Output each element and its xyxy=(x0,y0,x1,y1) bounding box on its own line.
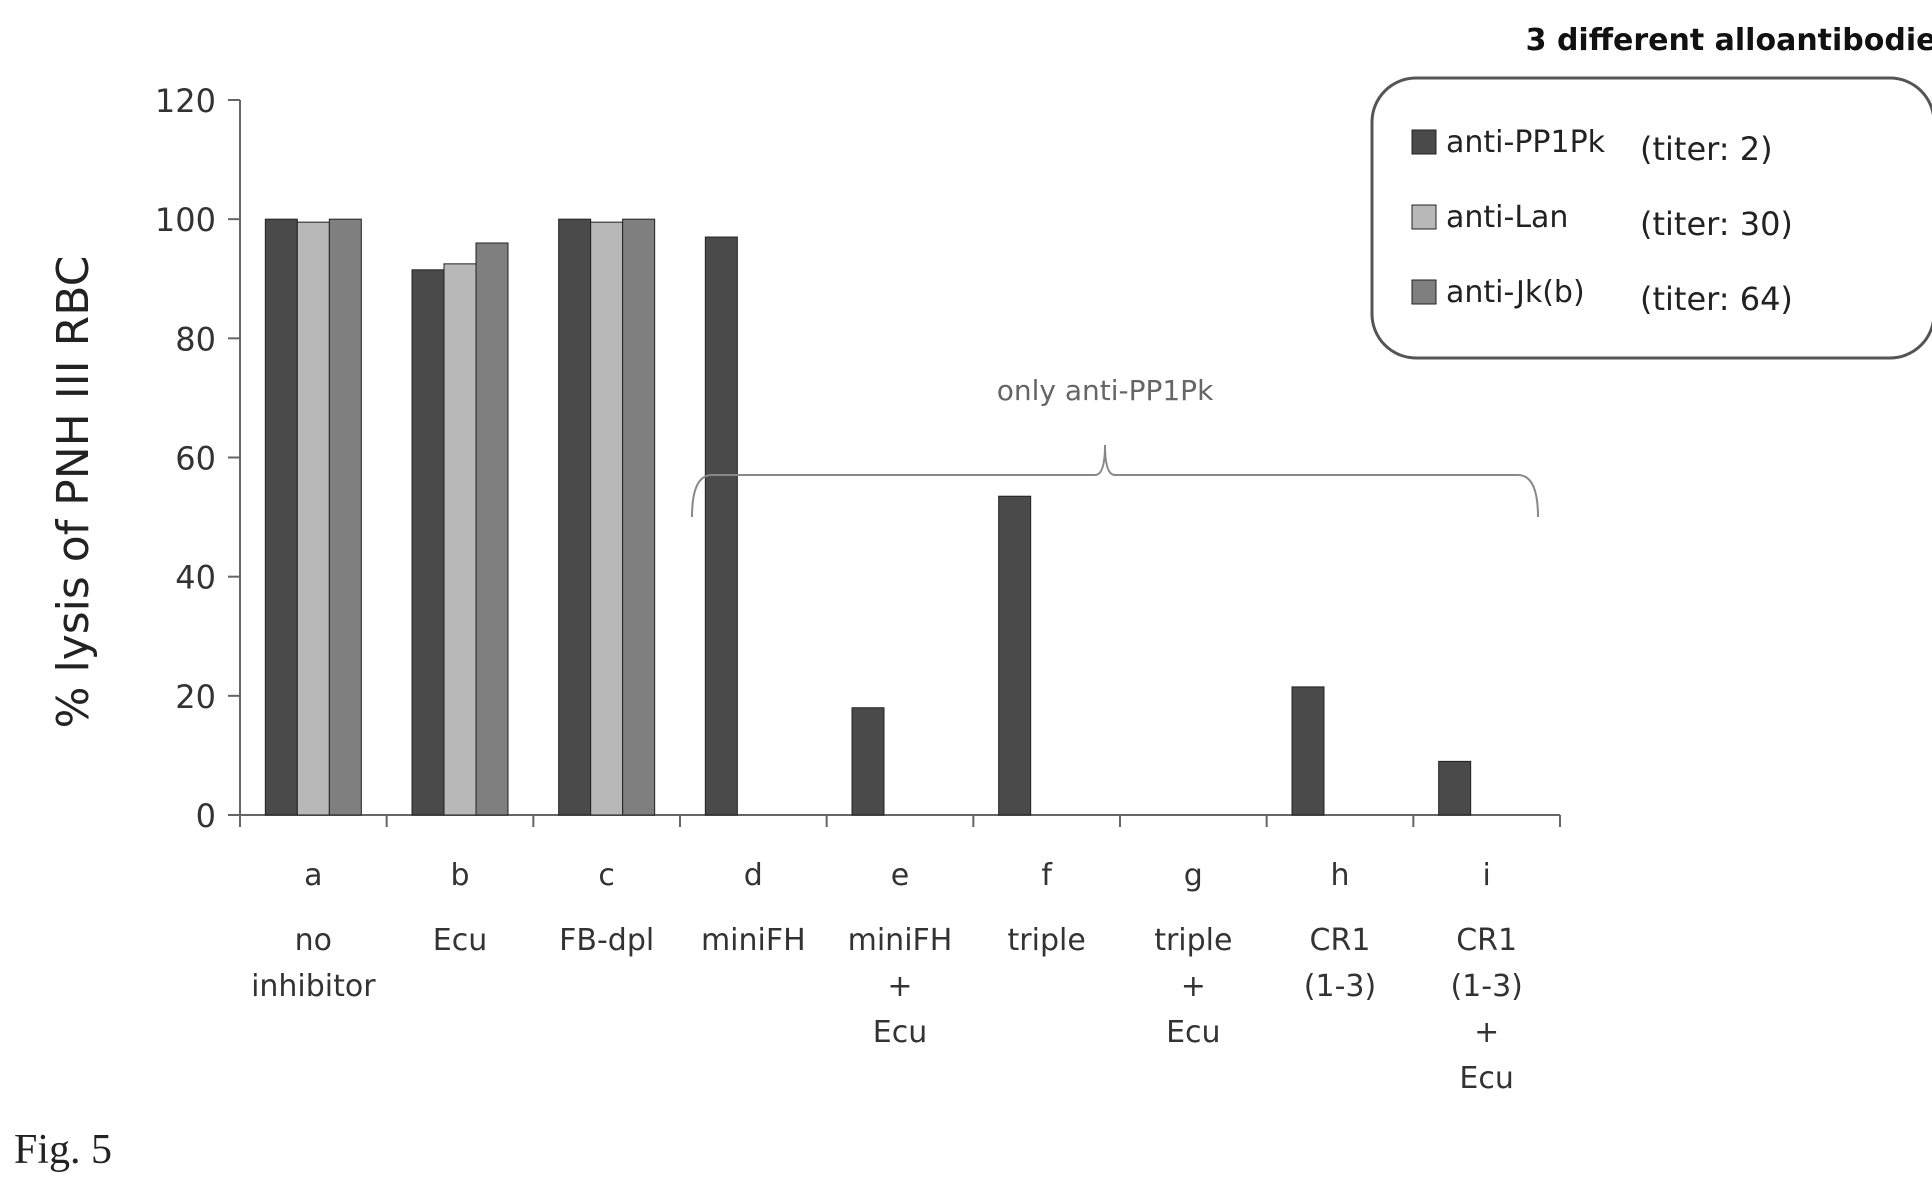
x-category-description: triple xyxy=(1008,923,1086,958)
legend-title: 3 different alloantibodies xyxy=(1526,23,1932,58)
legend-series-name: anti-PP1Pk xyxy=(1446,125,1606,160)
y-tick-label: 20 xyxy=(175,678,216,716)
legend-series-name: anti-Jk(b) xyxy=(1446,275,1585,310)
bar xyxy=(998,495,1032,816)
brace-path xyxy=(691,444,1539,518)
bar xyxy=(475,242,509,816)
x-category-description: Ecu xyxy=(873,1015,927,1050)
x-category-description: CR1 xyxy=(1456,923,1517,958)
y-tick-label: 60 xyxy=(175,440,216,478)
x-category-description: no xyxy=(295,923,332,958)
x-category-label: i xyxy=(1482,858,1490,893)
x-axis: a no inhibitor b Ecu c FB-dpl d miniFH e miniFH + Ec… xyxy=(239,814,1561,1096)
legend-swatch xyxy=(1411,204,1437,230)
x-category-description: inhibitor xyxy=(251,969,376,1004)
x-category-label: a xyxy=(304,858,322,893)
legend-box xyxy=(1370,76,1932,360)
x-category-description: CR1 xyxy=(1310,923,1371,958)
legend-swatch xyxy=(1411,279,1437,305)
bar xyxy=(558,218,592,816)
x-category-label: e xyxy=(891,858,909,893)
x-category-description: + xyxy=(1474,1015,1499,1050)
bar xyxy=(328,218,362,816)
x-category-description: Ecu xyxy=(433,923,487,958)
x-category-description: (1-3) xyxy=(1450,969,1522,1004)
x-category-label: g xyxy=(1184,858,1203,893)
x-category-label: d xyxy=(744,858,763,893)
y-axis: 0 20 40 60 80 100 120 xyxy=(155,82,241,835)
bar xyxy=(1438,760,1472,816)
bar xyxy=(264,218,298,816)
y-tick-label: 80 xyxy=(175,320,216,358)
x-category-description: triple xyxy=(1154,923,1232,958)
legend-swatch xyxy=(1411,129,1437,155)
bars xyxy=(264,218,1472,816)
x-category-description: FB-dpl xyxy=(559,923,654,958)
figure-label: Fig. 5 xyxy=(14,1127,113,1173)
bar xyxy=(622,218,656,816)
x-category-description: miniFH xyxy=(701,923,806,958)
x-category-label: h xyxy=(1330,858,1349,893)
x-category-description: Ecu xyxy=(1459,1061,1513,1096)
legend: 3 different alloantibodies anti-PP1Pk (ti… xyxy=(1370,23,1932,360)
x-category-description: + xyxy=(1181,969,1206,1004)
y-tick-label: 0 xyxy=(196,797,216,835)
x-category-label: f xyxy=(1041,858,1053,893)
annotation-label: only anti-PP1Pk xyxy=(997,374,1214,407)
x-category-label: c xyxy=(598,858,615,893)
legend-series-titer: (titer: 30) xyxy=(1640,205,1793,243)
y-tick-label: 40 xyxy=(175,559,216,597)
annotation-brace: only anti-PP1Pk xyxy=(691,374,1539,518)
x-category-description: + xyxy=(887,969,912,1004)
x-category-description: Ecu xyxy=(1166,1015,1220,1050)
x-category-description: (1-3) xyxy=(1304,969,1376,1004)
bar xyxy=(296,221,330,816)
bar xyxy=(851,707,885,816)
y-tick-label: 100 xyxy=(155,201,216,239)
bar xyxy=(443,263,477,816)
x-category-label: b xyxy=(450,858,469,893)
bar xyxy=(590,221,624,816)
legend-series-titer: (titer: 2) xyxy=(1640,130,1773,168)
y-tick-label: 120 xyxy=(155,82,216,120)
bar xyxy=(411,269,445,816)
bar xyxy=(1291,686,1325,816)
x-category-description: miniFH xyxy=(848,923,953,958)
bar xyxy=(704,236,738,816)
legend-series-titer: (titer: 64) xyxy=(1640,280,1793,318)
legend-series-name: anti-Lan xyxy=(1446,200,1568,235)
y-axis-label: % lysis of PNH III RBC xyxy=(48,256,99,729)
